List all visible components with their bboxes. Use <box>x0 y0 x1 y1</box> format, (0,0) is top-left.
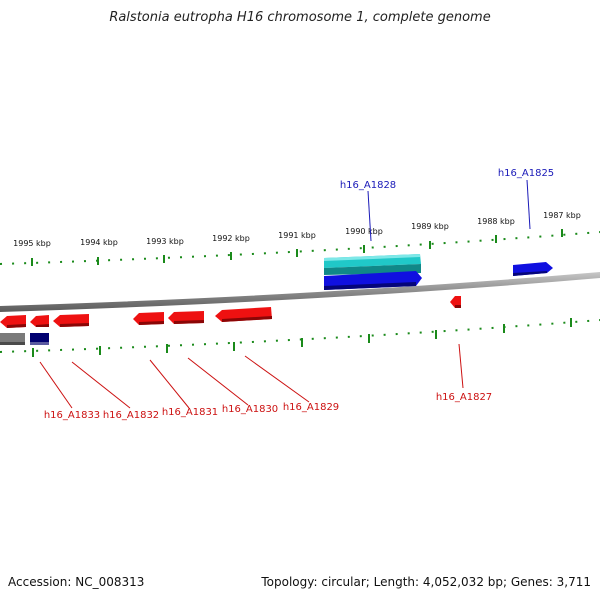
leader-line <box>458 343 464 389</box>
tick-label: 1992 kbp <box>212 234 250 243</box>
tick-label: 1987 kbp <box>543 211 581 220</box>
tick-label: 1990 kbp <box>345 227 383 236</box>
tick-label: 1989 kbp <box>411 222 449 231</box>
feature-gray[interactable] <box>0 333 25 345</box>
leader-line <box>367 190 372 242</box>
gene-h16-a1831[interactable] <box>133 312 164 325</box>
leader-line <box>187 357 249 406</box>
tick-label: 1995 kbp <box>13 239 51 248</box>
leader-line <box>39 361 73 409</box>
leader-line <box>71 361 131 409</box>
gene-label[interactable]: h16_A1833 <box>44 410 100 421</box>
tick-label: 1988 kbp <box>477 217 515 226</box>
chromosome-backbone <box>0 272 600 312</box>
accession-label: Accession: NC_008313 <box>8 575 145 589</box>
leader-line <box>244 355 310 403</box>
gene-label[interactable]: h16_A1832 <box>103 410 159 421</box>
gene-label[interactable]: h16_A1828 <box>340 180 396 191</box>
gene-label[interactable]: h16_A1831 <box>162 407 218 418</box>
leader-line <box>526 179 531 230</box>
leader-line <box>149 359 190 409</box>
gene-labels: h16_A1828 h16_A1825 h16_A1833 h16_A1832 … <box>44 168 554 421</box>
gene-h16-a1833[interactable] <box>30 315 49 327</box>
gene-h16-a1829[interactable] <box>215 307 272 322</box>
tick-label: 1993 kbp <box>146 237 184 246</box>
topology-summary: Topology: circular; Length: 4,052,032 bp… <box>261 575 591 589</box>
gene-label[interactable]: h16_A1827 <box>436 392 492 403</box>
label-leader-lines <box>39 179 531 409</box>
tick-label: 1991 kbp <box>278 231 316 240</box>
gene-h16-a1827[interactable] <box>450 296 461 308</box>
tick-label: 1994 kbp <box>80 238 118 247</box>
gene-h16-a1832[interactable] <box>53 314 89 327</box>
reverse-track-ticks <box>32 318 572 357</box>
other-features <box>0 333 49 345</box>
reverse-strand-genes <box>0 296 461 328</box>
gene-h16-a1828[interactable] <box>324 271 422 290</box>
feature-navy[interactable] <box>30 333 49 345</box>
gene-label[interactable]: h16_A1830 <box>222 404 278 415</box>
forward-strand-genes <box>324 254 553 290</box>
gene-h16-a1834[interactable] <box>0 315 26 328</box>
reverse-strand-track <box>0 319 600 353</box>
map-title: Ralstonia eutropha H16 chromosome 1, com… <box>109 10 491 25</box>
gene-h16-a1825[interactable] <box>513 262 553 276</box>
gene-label[interactable]: h16_A1829 <box>283 402 339 413</box>
gene-label[interactable]: h16_A1825 <box>498 168 554 179</box>
kbp-scale: 1995 kbp 1994 kbp 1993 kbp 1992 kbp 1991… <box>13 211 581 266</box>
gene-h16-a1830[interactable] <box>168 311 204 324</box>
